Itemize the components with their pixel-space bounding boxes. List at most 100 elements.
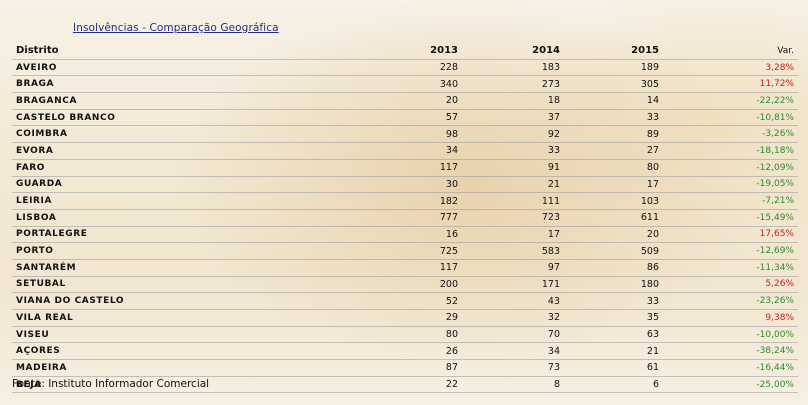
district-cell: PORTO xyxy=(12,242,312,260)
variation-cell: -23,26% xyxy=(663,292,798,310)
header-2015: 2015 xyxy=(564,43,663,60)
district-cell: LISBOA xyxy=(12,209,312,227)
value-2015-cell: 80 xyxy=(564,159,663,177)
table-row: BRAGA 340 273 305 11,72% xyxy=(12,75,798,94)
variation-cell: -3,26% xyxy=(663,125,798,144)
header-var: Var. xyxy=(663,43,798,60)
district-cell: AÇORES xyxy=(12,342,312,361)
district-cell: SETUBAL xyxy=(12,276,312,294)
value-2015-cell: 33 xyxy=(564,292,663,310)
value-2013-cell: 98 xyxy=(312,125,462,144)
value-2013-cell: 117 xyxy=(312,259,462,277)
value-2015-cell: 89 xyxy=(564,125,663,144)
value-2015-cell: 189 xyxy=(564,59,663,77)
value-2015-cell: 33 xyxy=(564,109,663,127)
table-row: GUARDA 30 21 17 -19,05% xyxy=(12,176,798,194)
value-2014-cell: 8 xyxy=(462,376,564,394)
value-2014-cell: 273 xyxy=(462,75,564,94)
variation-cell: -10,81% xyxy=(663,109,798,127)
variation-cell: -15,49% xyxy=(663,209,798,227)
variation-cell: -12,69% xyxy=(663,242,798,260)
value-2014-cell: 17 xyxy=(462,226,564,244)
district-cell: EVORA xyxy=(12,142,312,160)
value-2015-cell: 611 xyxy=(564,209,663,227)
district-cell: CASTELO BRANCO xyxy=(12,109,312,127)
district-cell: BRAGA xyxy=(12,75,312,94)
district-cell: PORTALEGRE xyxy=(12,226,312,244)
value-2015-cell: 14 xyxy=(564,92,663,110)
value-2015-cell: 180 xyxy=(564,276,663,294)
value-2013-cell: 16 xyxy=(312,226,462,244)
value-2015-cell: 61 xyxy=(564,359,663,377)
value-2014-cell: 183 xyxy=(462,59,564,77)
value-2014-cell: 97 xyxy=(462,259,564,277)
value-2013-cell: 29 xyxy=(312,309,462,327)
variation-cell: 5,26% xyxy=(663,276,798,294)
value-2015-cell: 509 xyxy=(564,242,663,260)
value-2013-cell: 117 xyxy=(312,159,462,177)
value-2014-cell: 18 xyxy=(462,92,564,110)
value-2015-cell: 21 xyxy=(564,342,663,361)
variation-cell: -25,00% xyxy=(663,376,798,394)
table-row: SANTARÉM 117 97 86 -11,34% xyxy=(12,259,798,277)
table-row: VILA REAL 29 32 35 9,38% xyxy=(12,309,798,327)
district-cell: VISEU xyxy=(12,326,312,344)
district-cell: LEIRIA xyxy=(12,192,312,210)
value-2015-cell: 27 xyxy=(564,142,663,160)
value-2013-cell: 26 xyxy=(312,342,462,361)
variation-cell: 3,28% xyxy=(663,59,798,77)
district-cell: AVEIRO xyxy=(12,59,312,77)
table-row: BRAGANCA 20 18 14 -22,22% xyxy=(12,92,798,110)
value-2014-cell: 171 xyxy=(462,276,564,294)
value-2014-cell: 21 xyxy=(462,176,564,194)
variation-cell: -12,09% xyxy=(663,159,798,177)
table-row: VISEU 80 70 63 -10,00% xyxy=(12,326,798,344)
table-row: SETUBAL 200 171 180 5,26% xyxy=(12,276,798,294)
variation-cell: -11,34% xyxy=(663,259,798,277)
district-cell: COIMBRA xyxy=(12,125,312,144)
variation-cell: -18,18% xyxy=(663,142,798,160)
value-2015-cell: 6 xyxy=(564,376,663,394)
header-district: Distrito xyxy=(12,43,312,60)
table-row: PORTALEGRE 16 17 20 17,65% xyxy=(12,226,798,244)
value-2013-cell: 340 xyxy=(312,75,462,94)
variation-cell: -38,24% xyxy=(663,342,798,361)
page-title[interactable]: Insolvências - Comparação Geográfica xyxy=(73,22,279,34)
district-cell: GUARDA xyxy=(12,176,312,194)
value-2015-cell: 63 xyxy=(564,326,663,344)
table-row: PORTO 725 583 509 -12,69% xyxy=(12,242,798,260)
table-row: VIANA DO CASTELO 52 43 33 -23,26% xyxy=(12,292,798,310)
variation-cell: 9,38% xyxy=(663,309,798,327)
value-2015-cell: 17 xyxy=(564,176,663,194)
value-2014-cell: 92 xyxy=(462,125,564,144)
value-2013-cell: 30 xyxy=(312,176,462,194)
header-2014: 2014 xyxy=(462,43,564,60)
district-cell: FARO xyxy=(12,159,312,177)
value-2015-cell: 35 xyxy=(564,309,663,327)
district-cell: VILA REAL xyxy=(12,309,312,327)
header-2013: 2013 xyxy=(312,43,462,60)
insolvency-table: Distrito 2013 2014 2015 Var. AVEIRO 228 18… xyxy=(12,43,798,394)
variation-cell: -7,21% xyxy=(663,192,798,210)
value-2013-cell: 22 xyxy=(312,376,462,394)
district-cell: VIANA DO CASTELO xyxy=(12,292,312,310)
value-2014-cell: 111 xyxy=(462,192,564,210)
district-cell: BEJA xyxy=(12,376,312,394)
value-2014-cell: 33 xyxy=(462,142,564,160)
variation-cell: -19,05% xyxy=(663,176,798,194)
value-2013-cell: 57 xyxy=(312,109,462,127)
value-2014-cell: 583 xyxy=(462,242,564,260)
value-2013-cell: 87 xyxy=(312,359,462,377)
variation-cell: -16,44% xyxy=(663,359,798,377)
district-cell: SANTARÉM xyxy=(12,259,312,277)
value-2014-cell: 70 xyxy=(462,326,564,344)
value-2014-cell: 32 xyxy=(462,309,564,327)
table-row: AVEIRO 228 183 189 3,28% xyxy=(12,59,798,77)
value-2014-cell: 34 xyxy=(462,342,564,361)
source-note: Fonte: Instituto Informador Comercial xyxy=(12,378,210,390)
value-2015-cell: 86 xyxy=(564,259,663,277)
value-2015-cell: 103 xyxy=(564,192,663,210)
variation-cell: 17,65% xyxy=(663,226,798,244)
variation-cell: 11,72% xyxy=(663,75,798,94)
table-body: AVEIRO 228 183 189 3,28% BRAGA 340 273 305 11,72%… xyxy=(12,59,798,394)
